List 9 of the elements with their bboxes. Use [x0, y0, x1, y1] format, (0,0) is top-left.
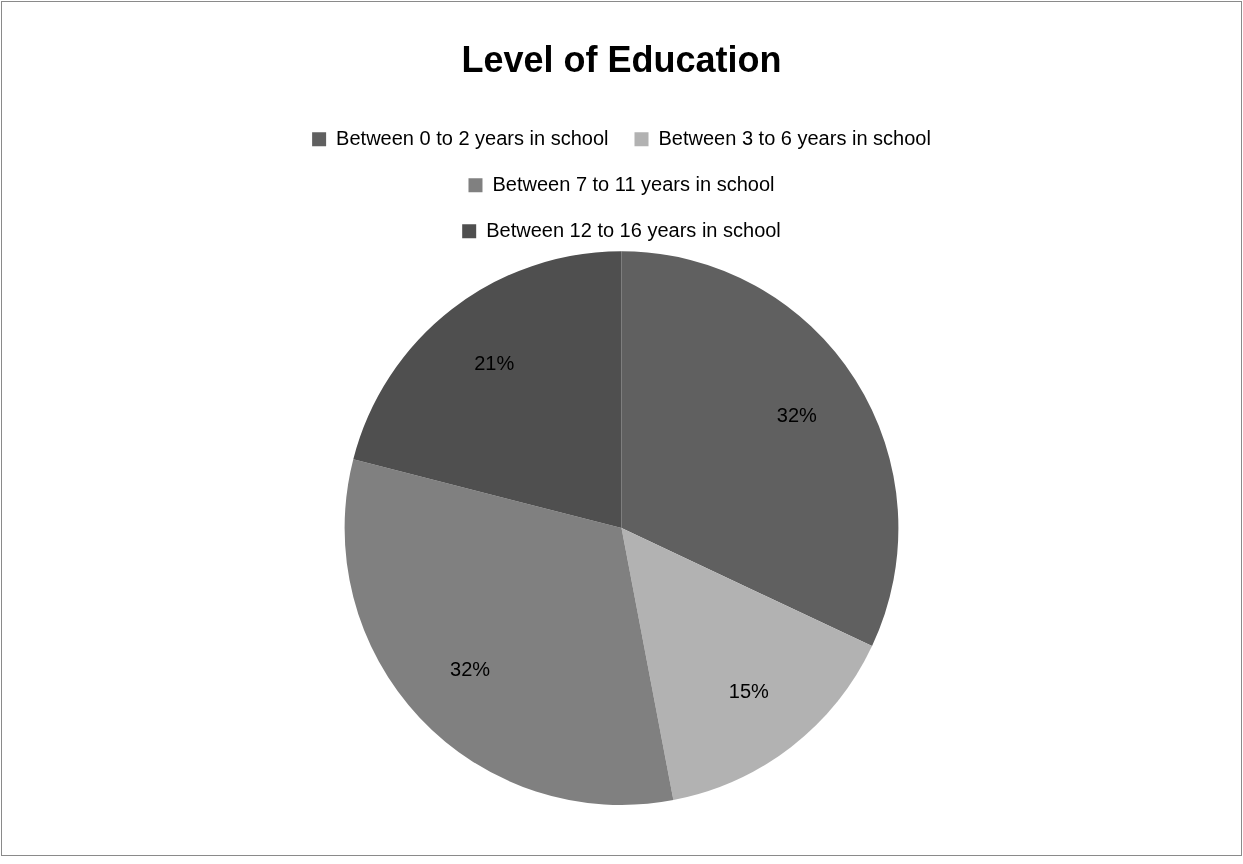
chart-title: Level of Education	[461, 38, 782, 80]
legend-label: Between 3 to 6 years in school	[658, 126, 931, 149]
data-label: 15%	[728, 679, 770, 702]
legend-label: Between 0 to 2 years in school	[336, 126, 609, 149]
legend-label: Between 12 to 16 years in school	[486, 218, 781, 241]
legend-label: Between 7 to 11 years in school	[492, 172, 775, 195]
data-label: 32%	[776, 404, 818, 427]
data-label: 21%	[474, 351, 515, 374]
data-label: 32%	[450, 657, 491, 680]
